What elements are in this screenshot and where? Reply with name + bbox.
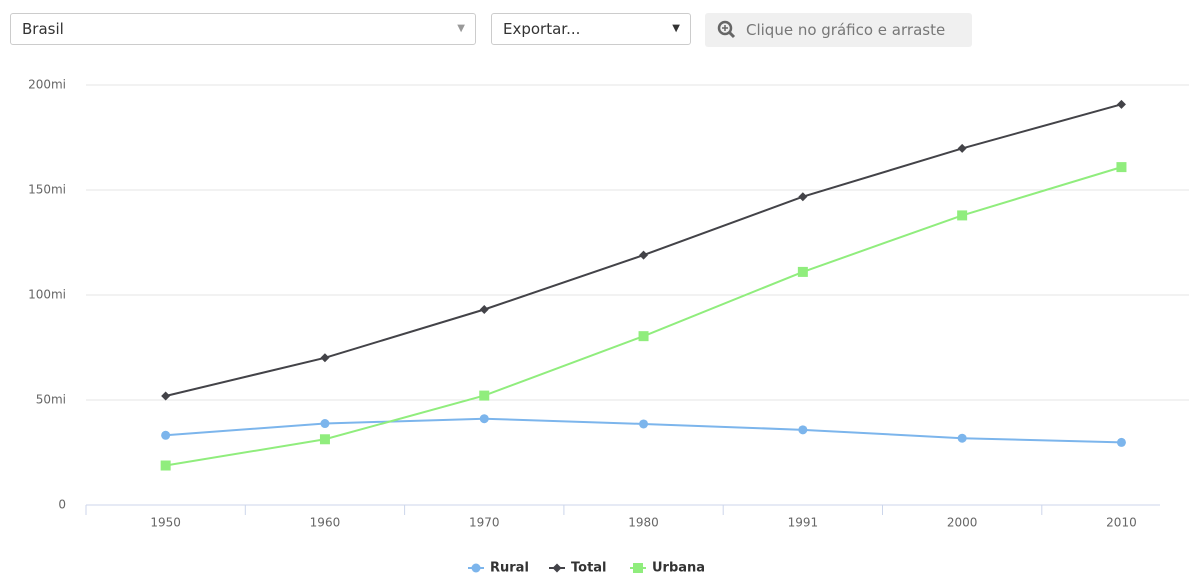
point: [471, 563, 481, 573]
series-line: [165, 417, 1122, 444]
y-tick-label: 0: [58, 498, 66, 512]
dropdown-arrow: ▼: [457, 23, 465, 34]
point: [320, 353, 330, 363]
series-line: [165, 166, 1122, 467]
point: [633, 563, 643, 573]
x-tick-label: 1960: [310, 516, 341, 530]
point: [797, 266, 808, 277]
point: [639, 419, 649, 429]
point: [957, 433, 967, 443]
point: [161, 430, 171, 440]
region-label: Brasil: [22, 20, 64, 38]
zoom-hint-label: Clique no gráfico e arraste: [746, 21, 946, 39]
point: [798, 425, 808, 435]
export-label: Exportar...: [503, 20, 581, 38]
point: [1116, 162, 1127, 173]
series-line: [165, 103, 1122, 397]
point: [1116, 437, 1126, 447]
export-select[interactable]: Exportar... ▼: [491, 13, 691, 45]
point: [479, 304, 489, 314]
legend-label: Total: [571, 561, 607, 576]
point: [320, 419, 330, 429]
point: [161, 391, 171, 401]
point: [319, 434, 330, 445]
point: [479, 414, 489, 424]
legend-label: Rural: [490, 561, 529, 576]
point: [957, 210, 968, 221]
x-tick-label: 1980: [628, 516, 659, 530]
point: [552, 563, 562, 573]
x-tick-label: 1950: [150, 516, 181, 530]
point: [1116, 99, 1126, 109]
point: [957, 143, 967, 153]
point: [798, 192, 808, 202]
dropdown-arrow: ▼: [672, 23, 680, 34]
zoom-icon: [717, 20, 736, 39]
legend-label: Urbana: [652, 561, 705, 576]
point: [638, 331, 649, 342]
x-tick-label: 2000: [947, 516, 978, 530]
zoom-hint[interactable]: Clique no gráfico e arraste: [705, 13, 972, 47]
point: [160, 460, 171, 471]
point: [639, 250, 649, 260]
x-tick-label: 2010: [1106, 516, 1137, 530]
y-tick-label: 50mi: [36, 393, 66, 407]
y-tick-label: 150mi: [28, 183, 66, 197]
x-tick-label: 1991: [788, 516, 819, 530]
y-tick-label: 200mi: [28, 78, 66, 92]
x-tick-label: 1970: [469, 516, 500, 530]
region-select[interactable]: Brasil ▼: [10, 13, 476, 45]
point: [479, 390, 490, 401]
y-tick-label: 100mi: [28, 288, 66, 302]
